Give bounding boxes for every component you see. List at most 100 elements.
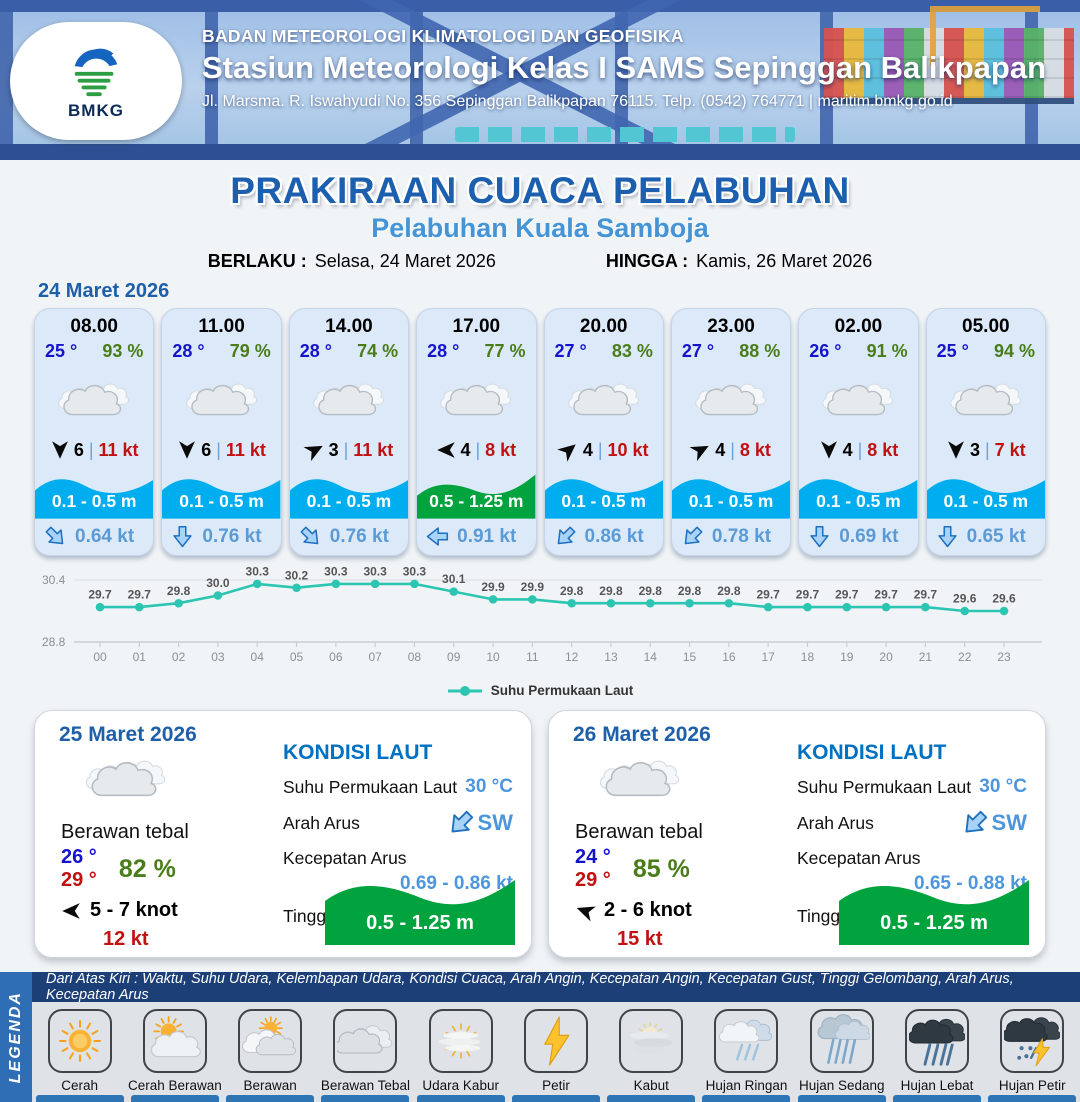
gust-speed: 11 kt xyxy=(353,439,394,460)
temp-min: 26 ° xyxy=(61,846,97,868)
wind-row: 4 | 8 kt xyxy=(672,437,790,464)
legend-item: Hujan Ringan xyxy=(699,1002,793,1102)
current-direction-label: Arah Arus xyxy=(797,812,874,833)
weather-icon-berawan-tebal xyxy=(35,362,153,437)
station-name: Stasiun Meteorologi Kelas I SAMS Sepingg… xyxy=(202,50,1047,85)
wave-shape xyxy=(162,479,281,519)
wave-height: 0.1 - 0.5 m xyxy=(51,490,137,511)
legend-item-label: Hujan Lebat xyxy=(900,1078,974,1093)
wave-height-band: 0.1 - 0.5 m xyxy=(926,464,1045,519)
crane-illustration xyxy=(930,6,1040,66)
legend-item-label: Berawan xyxy=(243,1078,297,1093)
weather-icon-berawan-tebal xyxy=(799,362,917,437)
humidity: 82 % xyxy=(118,854,176,883)
container-stack-illustration xyxy=(824,28,1074,104)
air-temperature: 27 ° xyxy=(681,341,715,361)
station-address: Jl. Marsma. R. Iswahyudi No. 356 Sepingg… xyxy=(202,93,953,110)
wave-shape xyxy=(544,479,663,519)
legend-item: Cerah xyxy=(33,1002,127,1102)
svg-text:29.7: 29.7 xyxy=(128,588,152,602)
wave-height-band: 0.1 - 0.5 m xyxy=(162,464,281,519)
wave-height: 0.1 - 0.5 m xyxy=(688,490,774,511)
wind-direction-icon xyxy=(819,440,839,460)
svg-text:29.7: 29.7 xyxy=(756,588,780,602)
current-direction-icon xyxy=(549,521,582,554)
temp-max: 29 ° xyxy=(61,869,97,891)
current-direction-icon xyxy=(294,521,327,554)
current-speed: 0.69 kt xyxy=(839,525,899,547)
gust-speed: 7 kt xyxy=(994,439,1026,460)
svg-text:30.3: 30.3 xyxy=(246,564,270,578)
wave-height: 0.1 - 0.5 m xyxy=(306,490,392,511)
legend-item: Cerah Berawan xyxy=(128,1002,222,1102)
gust-speed: 8 kt xyxy=(867,439,899,460)
wind-direction-icon xyxy=(688,437,715,464)
svg-text:03: 03 xyxy=(211,650,225,664)
legend-item-label: Hujan Ringan xyxy=(705,1078,788,1093)
legend-description: Dari Atas Kiri : Waktu, Suhu Udara, Kele… xyxy=(46,971,1014,1003)
current-direction-value: SW xyxy=(477,810,513,835)
current-row: 0.65 kt xyxy=(927,519,1045,555)
gust-speed: 11 kt xyxy=(98,439,139,460)
time-label: 08.00 xyxy=(70,316,118,337)
wave-height-band: 0.5 - 1.25 m xyxy=(417,464,536,519)
wind-row: 4 | 8 kt xyxy=(799,437,917,464)
gust-speed: 15 kt xyxy=(617,928,663,950)
separator: | xyxy=(475,439,481,460)
current-speed: 0.78 kt xyxy=(711,525,772,547)
current-row: 0.64 kt xyxy=(35,519,153,555)
separator: | xyxy=(216,439,221,460)
legend-marker-icon xyxy=(447,685,482,696)
wind-speed: 4 xyxy=(842,439,853,460)
svg-text:29.7: 29.7 xyxy=(835,588,859,602)
humidity: 77 % xyxy=(484,341,526,361)
sea-conditions-title: KONDISI LAUT xyxy=(283,741,433,764)
humidity: 85 % xyxy=(632,854,690,883)
legend-item: Berawan Tebal xyxy=(318,1002,412,1102)
hourly-forecast-row: 08.00 25 ° 93 % 6 | 11 kt 0.1 - 0.5 m 0.64 kt 11… xyxy=(0,308,1080,556)
svg-text:29.9: 29.9 xyxy=(481,580,505,594)
current-direction-value: SW xyxy=(991,810,1027,835)
cerah-berawan-icon xyxy=(142,1009,207,1073)
svg-text:02: 02 xyxy=(172,650,186,664)
current-row: 0.91 kt xyxy=(417,519,535,555)
legend-item-label: Petir xyxy=(542,1078,570,1093)
svg-text:12: 12 xyxy=(565,650,579,664)
legend-item-label: Udara Kabur xyxy=(422,1078,499,1093)
svg-text:21: 21 xyxy=(919,650,933,664)
svg-text:06: 06 xyxy=(329,650,343,664)
current-direction-icon xyxy=(936,525,959,548)
legend-description-bar: Dari Atas Kiri : Waktu, Suhu Udara, Kele… xyxy=(32,971,1080,1003)
legend-item-label: Hujan Petir xyxy=(998,1078,1066,1093)
wave-height-value: 0.5 - 1.25 m xyxy=(880,912,988,934)
svg-text:30.4: 30.4 xyxy=(42,573,66,587)
svg-text:22: 22 xyxy=(958,650,972,664)
decorative-bar xyxy=(511,1095,600,1102)
legend-item: Hujan Petir xyxy=(985,1002,1079,1102)
wave-height: 0.5 - 1.25 m xyxy=(429,490,524,511)
title-section: PRAKIRAAN CUACA PELABUHAN Pelabuhan Kual… xyxy=(0,170,1080,272)
svg-text:01: 01 xyxy=(133,650,147,664)
svg-text:29.8: 29.8 xyxy=(599,584,623,598)
wave-shape xyxy=(417,474,536,519)
kabut-icon xyxy=(619,1009,684,1073)
svg-text:18: 18 xyxy=(801,650,815,664)
current-direction-icon xyxy=(441,803,481,843)
forecast-card: 14.00 28 ° 74 % 3 | 11 kt 0.1 - 0.5 m 0.76 kt xyxy=(288,308,410,556)
decorative-bar xyxy=(988,1095,1077,1102)
sst-label: Suhu Permukaan Laut xyxy=(283,776,458,797)
legend-item: Hujan Lebat xyxy=(890,1002,984,1102)
current-direction-icon xyxy=(39,521,72,554)
humidity: 94 % xyxy=(993,341,1035,361)
svg-text:29.8: 29.8 xyxy=(167,584,191,598)
wind-row: 6 | 11 kt xyxy=(162,437,280,464)
header-banner: BMKG BADAN METEOROLOGI KLIMATOLOGI DAN G… xyxy=(0,0,1080,160)
forecast-card: 20.00 27 ° 83 % 4 | 10 kt 0.1 - 0.5 m 0.86 kt xyxy=(543,308,664,556)
current-row: 0.86 kt xyxy=(545,519,663,555)
forecast-card: 11.00 28 ° 79 % 6 | 11 kt 0.1 - 0.5 m 0.76 kt xyxy=(161,308,282,556)
validity-row: BERLAKU : Selasa, 24 Maret 2026 HINGGA :… xyxy=(0,251,1080,272)
svg-text:00: 00 xyxy=(93,650,107,664)
wind-range: 2 - 6 knot xyxy=(604,899,692,921)
sst-value: 30 °C xyxy=(979,776,1027,797)
air-temperature: 28 ° xyxy=(172,341,205,361)
